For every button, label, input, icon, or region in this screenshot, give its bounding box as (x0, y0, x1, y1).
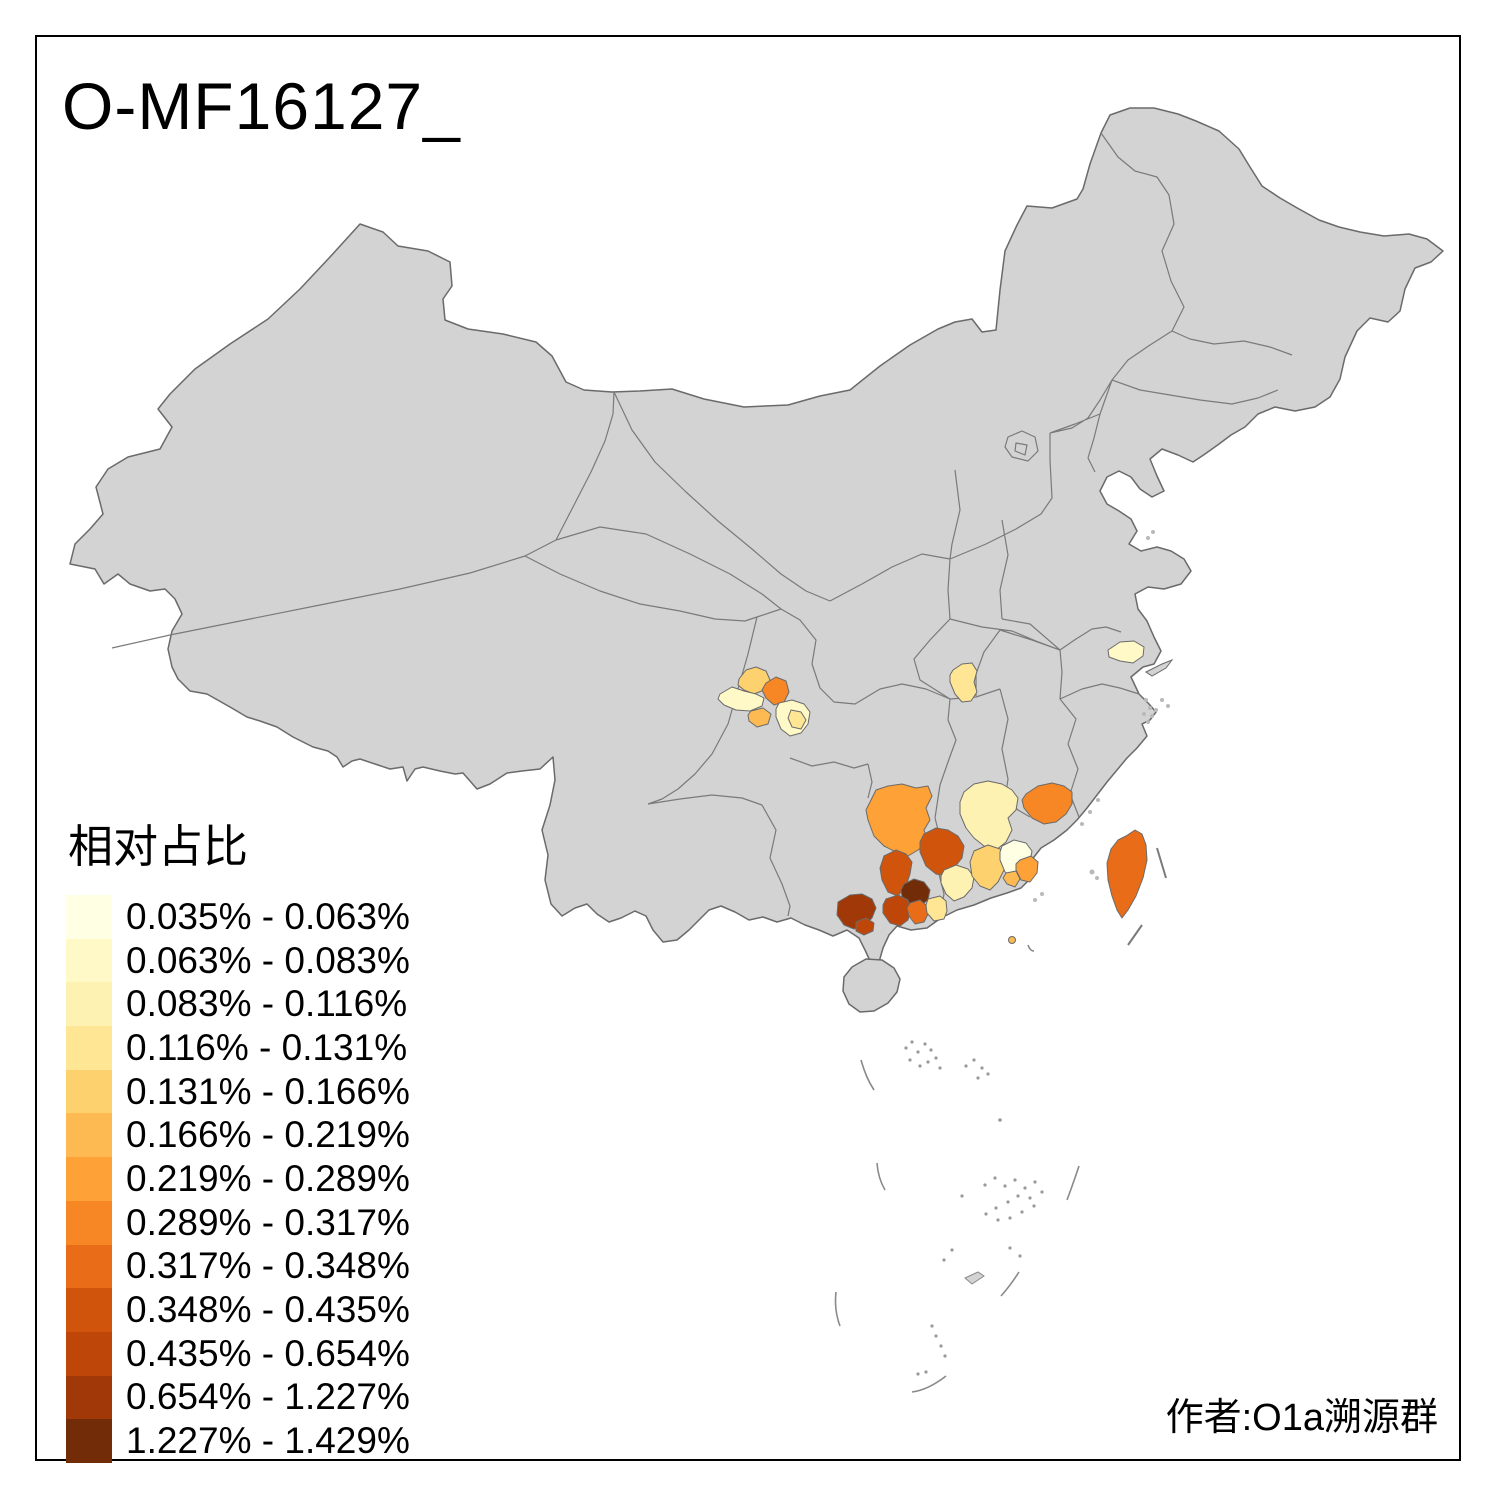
legend-row: 0.219% - 0.289% (66, 1157, 410, 1201)
region-guangxi-nanning-red (882, 894, 912, 927)
region-taiwan (1106, 829, 1148, 919)
legend: 相对占比 0.035% - 0.063% 0.063% - 0.083% 0.0… (66, 810, 410, 1463)
region-fujian-west-orange (1021, 782, 1073, 825)
legend-label: 0.063% - 0.083% (126, 939, 410, 981)
region-sichuan-plain-cream (717, 686, 765, 712)
legend-swatch (66, 982, 112, 1027)
region-wuzhou-east-pale (940, 864, 975, 902)
legend-row: 0.116% - 0.131% (66, 1026, 410, 1070)
legend-swatch (66, 1113, 112, 1158)
south-china-sea-islands (904, 1040, 1044, 1376)
legend-label: 0.166% - 0.219% (126, 1114, 410, 1156)
region-chongqing-center-yellow (787, 709, 807, 730)
legend-swatch (66, 938, 112, 983)
legend-swatch (66, 1419, 112, 1463)
legend-row: 0.035% - 0.063% (66, 895, 410, 939)
legend-swatch (66, 895, 112, 939)
region-guangxi-yulin-orange (906, 899, 929, 925)
legend-row: 0.317% - 0.348% (66, 1244, 410, 1289)
legend-row: 0.289% - 0.317% (66, 1200, 410, 1245)
legend-label: 0.348% - 0.435% (126, 1289, 410, 1331)
region-hunan-chenzhou-pale (959, 780, 1019, 851)
legend-label: 0.083% - 0.116% (126, 983, 408, 1025)
coastal-islets (1033, 530, 1174, 902)
legend-swatch (66, 1200, 112, 1245)
legend-label: 0.289% - 0.317% (126, 1201, 410, 1243)
hainan-island (842, 958, 901, 1013)
legend-label: 0.219% - 0.289% (126, 1157, 410, 1199)
south-china-sea-features (834, 944, 1080, 1393)
legend-title: 相对占比 (68, 821, 249, 872)
region-guangdong-island-dot (1008, 936, 1016, 944)
region-hunan-northwest (949, 662, 978, 703)
legend-swatch (66, 1288, 112, 1332)
region-guangdong-coast-orange (1015, 855, 1039, 883)
legend-label: 0.116% - 0.131% (126, 1026, 408, 1068)
legend-label: 0.654% - 1.227% (126, 1376, 410, 1418)
legend-swatch (66, 1244, 112, 1289)
legend-swatch (66, 1331, 112, 1376)
province-borders (111, 132, 1293, 917)
legend-row: 1.227% - 1.429% (66, 1419, 410, 1463)
legend-swatch (66, 1026, 112, 1070)
region-guangxi-south-small-red (855, 917, 875, 936)
taiwan-boundary-dashes (1127, 847, 1167, 946)
legend-row: 0.063% - 0.083% (66, 938, 410, 983)
legend-row: 0.083% - 0.116% (66, 982, 410, 1027)
legend-swatch (66, 1157, 112, 1201)
legend-row: 0.435% - 0.654% (66, 1331, 410, 1376)
legend-swatch (66, 1375, 112, 1420)
legend-label: 0.131% - 0.166% (126, 1070, 410, 1112)
region-guangdong-west-pale (925, 895, 948, 922)
region-sichuan-south-small (747, 707, 772, 728)
legend-row: 0.166% - 0.219% (66, 1113, 410, 1158)
region-jiangsu-nantong (1107, 640, 1145, 664)
legend-label: 1.227% - 1.429% (126, 1420, 410, 1462)
legend-row: 0.654% - 1.227% (66, 1375, 410, 1420)
legend-row: 0.131% - 0.166% (66, 1069, 410, 1114)
legend-row: 0.348% - 0.435% (66, 1288, 410, 1332)
page-title: O-MF16127_ (62, 69, 461, 143)
attribution-text: 作者:O1a溯源群 (1165, 1397, 1438, 1439)
china-mainland (69, 107, 1444, 964)
legend-label: 0.317% - 0.348% (126, 1245, 410, 1287)
plot-frame (35, 35, 1461, 1461)
region-guangdong-central-yellow (969, 844, 1007, 891)
legend-label: 0.035% - 0.063% (126, 895, 410, 937)
region-guangdong-delta-orange (1002, 870, 1021, 888)
legend-swatch (66, 1069, 112, 1114)
legend-label: 0.435% - 0.654% (126, 1332, 410, 1374)
region-hunan-yongzhou (865, 783, 933, 857)
